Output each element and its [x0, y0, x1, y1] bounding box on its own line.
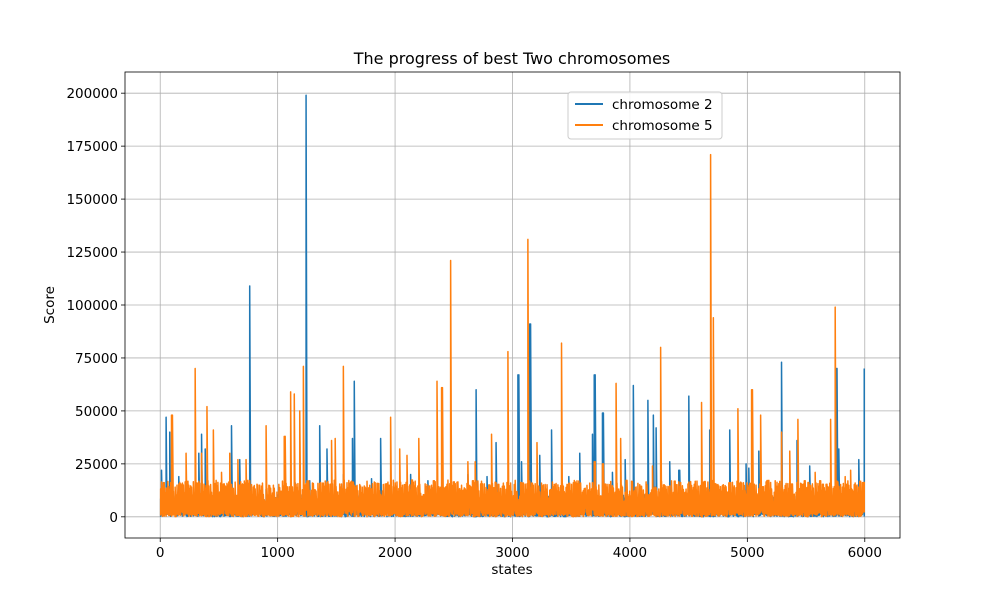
- y-tick-label: 25000: [75, 457, 118, 473]
- x-tick-label: 4000: [613, 545, 647, 561]
- x-tick-label: 0: [156, 545, 165, 561]
- y-axis-label: Score: [42, 286, 58, 324]
- x-tick-label: 5000: [730, 545, 764, 561]
- y-tick-label: 0: [109, 510, 118, 526]
- y-tick-label: 175000: [66, 139, 118, 155]
- series-line-chromosome-5: [159, 153, 865, 518]
- x-tick-label: 3000: [495, 545, 529, 561]
- x-axis: 0 1000 2000 3000 4000 5000 6000: [156, 538, 882, 561]
- y-axis: 0 25000 50000 75000 100000 125000 150000 175000…: [66, 86, 125, 526]
- y-tick-label: 125000: [66, 245, 118, 261]
- legend-box: [567, 91, 723, 140]
- y-tick-label: 100000: [66, 298, 118, 314]
- legend: chromosome 2 chromosome 5: [567, 91, 723, 140]
- legend-label-chromosome-5: chromosome 5: [612, 118, 713, 134]
- series-layer: [159, 94, 865, 518]
- x-tick-label: 2000: [378, 545, 412, 561]
- grid: [125, 72, 900, 538]
- chart-title: The progress of best Two chromosomes: [353, 49, 671, 68]
- legend-label-chromosome-2: chromosome 2: [612, 97, 713, 113]
- y-tick-label: 150000: [66, 192, 118, 208]
- x-tick-label: 6000: [848, 545, 882, 561]
- y-tick-label: 75000: [75, 351, 118, 367]
- y-tick-label: 200000: [66, 86, 118, 102]
- y-tick-label: 50000: [75, 404, 118, 420]
- x-axis-label: states: [491, 562, 532, 578]
- x-tick-label: 1000: [260, 545, 294, 561]
